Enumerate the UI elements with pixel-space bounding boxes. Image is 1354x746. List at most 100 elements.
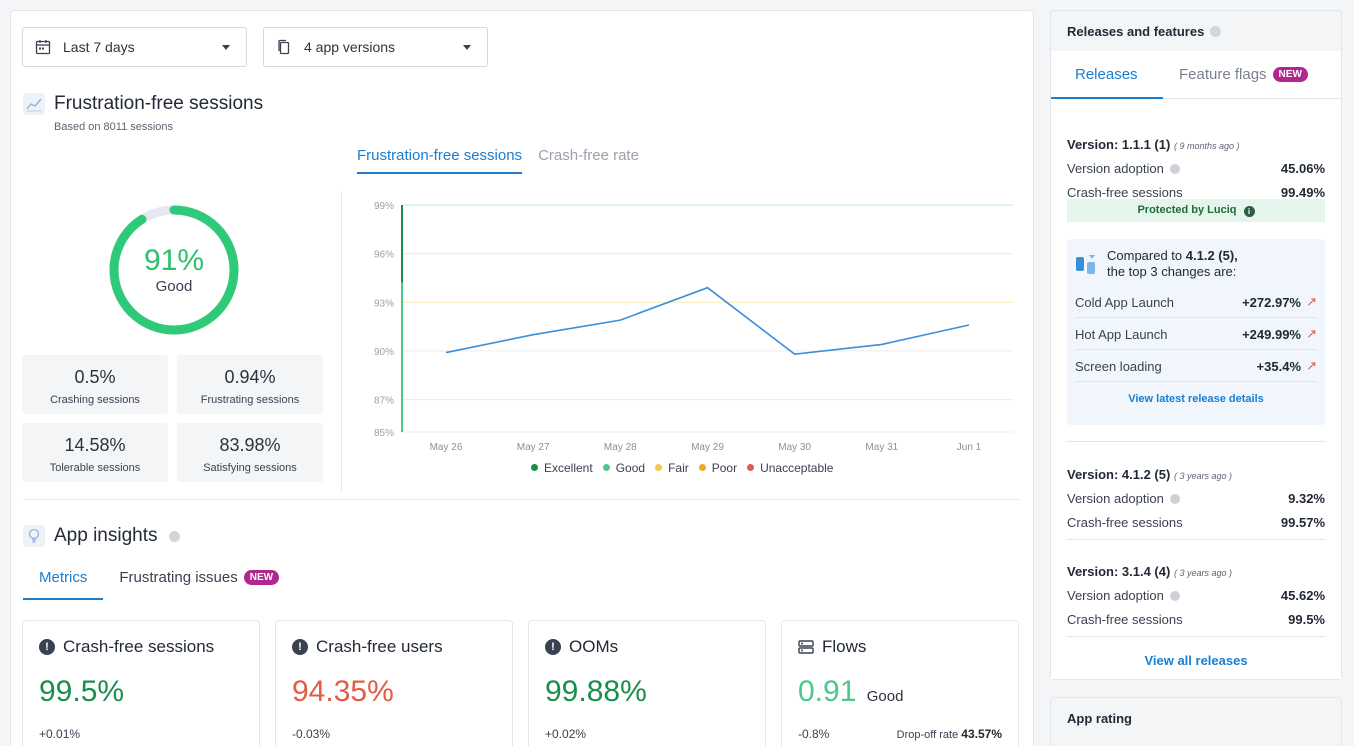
protected-text: Protected by Luciq [1137, 204, 1237, 216]
crash-label: Crash-free sessions [1067, 185, 1183, 200]
chevron-down-icon [222, 45, 230, 50]
flows-icon [798, 639, 814, 655]
change-row: Hot App Launch +249.99% ↗ [1075, 326, 1317, 342]
legend-item: Good [602, 461, 645, 475]
legend-dot-icon [531, 464, 538, 471]
metric-delta: +0.01% [39, 727, 81, 741]
change-row: Screen loading +35.4% ↗ [1075, 358, 1317, 374]
metric-flows[interactable]: Flows 0.91 Good -0.8% Drop-off rate 43.5… [781, 620, 1019, 746]
score-label: Good [155, 277, 193, 295]
adoption-value: 9.32% [1288, 491, 1325, 506]
release-crash-row: Crash-free sessions 99.57% [1067, 515, 1325, 530]
metric-title: Flows [822, 637, 867, 656]
tab-frustration-free[interactable]: Frustration-free sessions [357, 147, 523, 174]
legend-label: Poor [711, 461, 738, 475]
stat-satisfying: 83.98% Satisfying sessions [177, 423, 323, 482]
y-tick-label: 90% [374, 347, 394, 358]
copy-icon [276, 39, 292, 55]
release-age: ( 3 years ago ) [1173, 471, 1232, 481]
stat-crashing: 0.5% Crashing sessions [22, 355, 168, 414]
stat-value: 0.94% [224, 367, 276, 387]
legend-item: Poor [698, 461, 738, 475]
releases-panel: Releases and features Releases Feature f… [1050, 10, 1342, 680]
releases-header: Releases and features [1067, 24, 1222, 39]
release-age: ( 3 years ago ) [1173, 568, 1232, 578]
tab-frustrating-issues-label: Frustrating issues [119, 569, 238, 586]
lightbulb-icon [23, 525, 45, 547]
date-range-dropdown[interactable]: Last 7 days [22, 27, 247, 67]
metric-crash-free-users[interactable]: ! Crash-free users 94.35% -0.03% [275, 620, 513, 746]
release-adoption-row: Version adoption 9.32% [1067, 491, 1325, 506]
line-chart: 99% 96% 93% 90% 87% 85% May 26 May 27 May 28 May … [374, 201, 1013, 453]
view-all-releases-link[interactable]: View all releases [1144, 653, 1248, 668]
info-icon[interactable] [1210, 26, 1222, 37]
metric-value: 99.88% [545, 675, 647, 708]
stat-label: Satisfying sessions [203, 462, 297, 474]
score-percent: 91% [143, 243, 205, 277]
stat-tolerable: 14.58% Tolerable sessions [22, 423, 168, 482]
x-tick-label: Jun 1 [957, 442, 982, 453]
metric-value-number: 0.91 [798, 675, 857, 708]
crash-value: 99.5% [1288, 612, 1325, 627]
info-icon: i [1243, 206, 1255, 217]
alert-icon: ! [292, 639, 308, 655]
crash-label: Crash-free sessions [1067, 515, 1183, 530]
metric-value: 0.91 Good [798, 675, 903, 709]
x-tick-label: May 29 [691, 442, 724, 453]
series-line [445, 286, 970, 356]
drop-off-value: 43.57% [961, 727, 1002, 741]
tab-crash-free-rate[interactable]: Crash-free rate [538, 147, 639, 164]
change-value: +249.99% [1242, 327, 1301, 342]
insights-title: App insights [54, 525, 180, 547]
tab-releases[interactable]: Releases [1075, 66, 1138, 83]
tab-feature-flags[interactable]: Feature flags NEW [1179, 66, 1308, 83]
metric-value: 99.5% [39, 675, 125, 708]
alert-icon: ! [39, 639, 55, 655]
x-tick-label: May 28 [604, 442, 637, 453]
adoption-label: Version adoption [1067, 161, 1164, 176]
adoption-value: 45.62% [1280, 588, 1325, 603]
change-row: Cold App Launch +272.97% ↗ [1075, 294, 1317, 310]
versions-dropdown[interactable]: 4 app versions [263, 27, 488, 67]
release-version[interactable]: Version: 1.1.1 (1) ( 9 months ago ) [1067, 137, 1239, 152]
help-icon[interactable] [1169, 164, 1180, 174]
release-version[interactable]: Version: 4.1.2 (5) ( 3 years ago ) [1067, 467, 1232, 482]
score-ring: 91% Good [107, 203, 241, 337]
adoption-value: 45.06% [1280, 161, 1325, 176]
help-icon[interactable] [1169, 494, 1180, 504]
frustration-subtitle: Based on 8011 sessions [54, 121, 174, 133]
release-version[interactable]: Version: 3.1.4 (4) ( 3 years ago ) [1067, 564, 1232, 579]
new-badge: NEW [243, 570, 280, 585]
compare-icon [1075, 253, 1097, 280]
app-rating-panel: App rating [1050, 697, 1342, 746]
compare-prefix: Compared to [1107, 248, 1186, 263]
chart-legend: Excellent Good Fair Poor Unacceptable [531, 461, 833, 475]
metric-crash-free-sessions[interactable]: ! Crash-free sessions 99.5% +0.01% [22, 620, 260, 746]
tab-frustrating-issues[interactable]: Frustrating issues NEW [103, 569, 295, 600]
compare-title: Compared to 4.1.2 (5), the top 3 changes… [1107, 248, 1238, 280]
y-tick-label: 99% [374, 201, 394, 212]
release-crash-row: Crash-free sessions 99.5% [1067, 612, 1325, 627]
x-tick-label: May 31 [865, 442, 898, 453]
info-icon[interactable] [168, 531, 180, 542]
view-latest-release-link[interactable]: View latest release details [1128, 393, 1264, 405]
stat-value: 83.98% [219, 435, 281, 455]
metric-delta: -0.03% [292, 727, 331, 741]
legend-dot-icon [602, 464, 610, 471]
metric-ooms[interactable]: ! OOMs 99.88% +0.02% [528, 620, 766, 746]
metric-title: OOMs [569, 637, 619, 656]
arrow-up-right-icon: ↗ [1306, 326, 1317, 341]
drop-off-rate: Drop-off rate 43.57% [897, 727, 1002, 741]
stat-value: 0.5% [74, 367, 116, 387]
divider [1075, 317, 1317, 318]
x-tick-label: May 30 [778, 442, 811, 453]
y-tick-label: 96% [374, 250, 394, 261]
tab-metrics[interactable]: Metrics [23, 569, 104, 600]
release-adoption-row: Version adoption 45.62% [1067, 588, 1325, 603]
help-icon[interactable] [1169, 591, 1180, 601]
metric-value: 94.35% [292, 675, 394, 708]
releases-tabs: Releases Feature flags NEW [1051, 51, 1341, 99]
adoption-label: Version adoption [1067, 588, 1164, 603]
release-version-text: Version: 1.1.1 (1) [1067, 137, 1171, 152]
legend-item: Excellent [531, 461, 593, 475]
